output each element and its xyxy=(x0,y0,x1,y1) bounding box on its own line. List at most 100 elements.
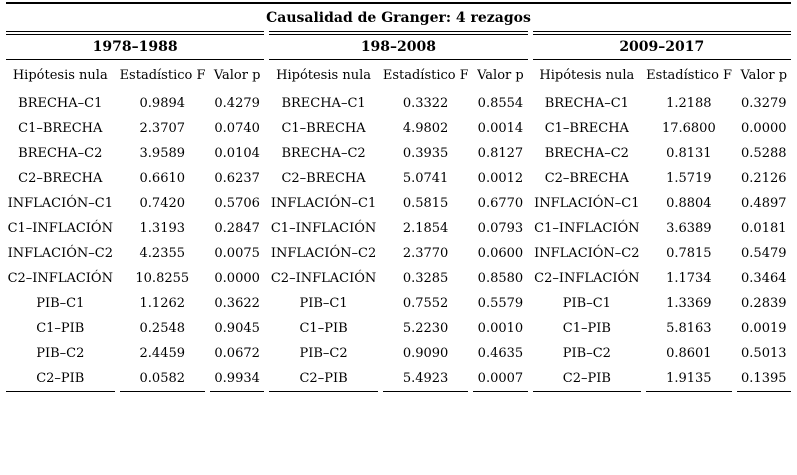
p-value-cell: 0.8127 xyxy=(477,146,524,161)
f-statistic-cell: 1.9135 xyxy=(646,366,732,392)
column-header-f-statistic: Estadístico F xyxy=(382,68,469,83)
p-value-cell: 0.0019 xyxy=(741,321,787,336)
hypothesis-cell: PIB–C1 xyxy=(562,296,611,311)
hypothesis-cell: INFLACIÓN–C1 xyxy=(534,196,640,211)
column-header-null-hypothesis: Hipótesis nula xyxy=(539,68,635,83)
f-statistic-cell: 0.9090 xyxy=(402,346,449,361)
f-statistic-cell: 2.4459 xyxy=(139,346,186,361)
table-title-row: Causalidad de Granger: 4 rezagos xyxy=(6,2,791,31)
f-statistic-cell: 3.6389 xyxy=(666,221,712,236)
p-value-cell: 0.9934 xyxy=(210,366,265,392)
p-value-cell: 0.5013 xyxy=(741,346,787,361)
f-statistic-cell: 1.5719 xyxy=(666,171,712,186)
p-value-cell: 0.2839 xyxy=(741,296,787,311)
f-statistic-cell: 1.2188 xyxy=(666,96,712,111)
f-statistic-cell: 5.2230 xyxy=(402,321,449,336)
p-value-cell: 0.0007 xyxy=(473,366,528,392)
table-row: INFLACIÓN–C1 0.7420 0.5706 INFLACIÓN–C1 0.58… xyxy=(6,191,791,216)
column-header-f-statistic: Estadístico F xyxy=(119,68,205,83)
hypothesis-cell: C1–PIB xyxy=(562,321,611,336)
column-header-p-value: Valor p xyxy=(477,68,524,83)
f-statistic-cell: 2.1854 xyxy=(402,221,449,236)
f-statistic-cell: 0.8131 xyxy=(666,146,712,161)
column-header-p-value: Valor p xyxy=(740,68,788,83)
f-statistic-cell: 5.4923 xyxy=(382,366,469,392)
p-value-cell: 0.0000 xyxy=(214,271,260,286)
p-value-cell: 0.4897 xyxy=(741,196,787,211)
p-value-cell: 0.4635 xyxy=(477,346,524,361)
hypothesis-cell: C2–BRECHA xyxy=(281,171,366,186)
column-header-row: Hipótesis nula Estadístico F Valor p Hip… xyxy=(6,60,791,91)
hypothesis-cell: C1–BRECHA xyxy=(544,121,629,136)
p-value-cell: 0.0181 xyxy=(741,221,787,236)
p-value-cell: 0.0010 xyxy=(477,321,524,336)
hypothesis-cell: BRECHA–C2 xyxy=(544,146,629,161)
table-row: INFLACIÓN–C2 4.2355 0.0075 INFLACIÓN–C2 2.37… xyxy=(6,241,791,266)
hypothesis-cell: PIB–C2 xyxy=(299,346,348,361)
f-statistic-cell: 17.6800 xyxy=(661,121,716,136)
table-row: BRECHA–C1 0.9894 0.4279 BRECHA–C1 0.3322 0.85… xyxy=(6,91,791,116)
p-value-cell: 0.0793 xyxy=(477,221,524,236)
hypothesis-cell: C2–BRECHA xyxy=(544,171,629,186)
p-value-cell: 0.6237 xyxy=(214,171,260,186)
f-statistic-cell: 0.3322 xyxy=(402,96,449,111)
granger-causality-table: Causalidad de Granger: 4 rezagos 1978–19… xyxy=(1,2,796,392)
table-row: PIB–C2 2.4459 0.0672 PIB–C2 0.9090 0.4635 PIB–… xyxy=(6,341,791,366)
hypothesis-cell: BRECHA–C1 xyxy=(544,96,629,111)
p-value-cell: 0.3279 xyxy=(741,96,787,111)
p-value-cell: 0.0740 xyxy=(214,121,260,136)
hypothesis-cell: INFLACIÓN–C2 xyxy=(270,246,377,261)
hypothesis-cell: C2–INFLACIÓN xyxy=(7,271,113,286)
p-value-cell: 0.0672 xyxy=(214,346,260,361)
hypothesis-cell: PIB–C1 xyxy=(36,296,85,311)
f-statistic-cell: 0.6610 xyxy=(139,171,186,186)
hypothesis-cell: C1–INFLACIÓN xyxy=(270,221,377,236)
table-row: C1–BRECHA 2.3707 0.0740 C1–BRECHA 4.9802 0.00… xyxy=(6,116,791,141)
period-header-2: 198–2008 xyxy=(269,31,528,60)
hypothesis-cell: PIB–C2 xyxy=(562,346,611,361)
p-value-cell: 0.3622 xyxy=(214,296,260,311)
hypothesis-cell: C2–PIB xyxy=(532,366,642,392)
f-statistic-cell: 10.8255 xyxy=(135,271,190,286)
hypothesis-cell: BRECHA–C1 xyxy=(281,96,366,111)
column-header-f-statistic: Estadístico F xyxy=(646,68,732,83)
column-header-p-value: Valor p xyxy=(213,68,261,83)
p-value-cell: 0.4279 xyxy=(214,96,260,111)
hypothesis-cell: C1–PIB xyxy=(36,321,85,336)
f-statistic-cell: 3.9589 xyxy=(139,146,186,161)
table-row: C2–PIB 0.0582 0.9934 C2–PIB 5.4923 0.0007 C2–P… xyxy=(6,366,791,392)
f-statistic-cell: 2.3770 xyxy=(402,246,449,261)
p-value-cell: 0.8554 xyxy=(477,96,524,111)
table-row: PIB–C1 1.1262 0.3622 PIB–C1 0.7552 0.5579 PIB–… xyxy=(6,291,791,316)
p-value-cell: 0.0000 xyxy=(741,121,787,136)
hypothesis-cell: C1–BRECHA xyxy=(18,121,103,136)
f-statistic-cell: 0.3285 xyxy=(402,271,449,286)
column-header-null-hypothesis: Hipótesis nula xyxy=(12,68,108,83)
hypothesis-cell: C2–INFLACIÓN xyxy=(534,271,640,286)
table-title: Causalidad de Granger: 4 rezagos xyxy=(6,2,791,31)
f-statistic-cell: 1.3193 xyxy=(139,221,186,236)
hypothesis-cell: BRECHA–C2 xyxy=(18,146,103,161)
table-row: C1–INFLACIÓN 1.3193 0.2847 C1–INFLACIÓN 2.18… xyxy=(6,216,791,241)
hypothesis-cell: INFLACIÓN–C1 xyxy=(7,196,113,211)
f-statistic-cell: 0.7815 xyxy=(666,246,712,261)
hypothesis-cell: C1–BRECHA xyxy=(281,121,366,136)
table-row: BRECHA–C2 3.9589 0.0104 BRECHA–C2 0.3935 0.81… xyxy=(6,141,791,166)
hypothesis-cell: INFLACIÓN–C1 xyxy=(270,196,377,211)
p-value-cell: 0.5706 xyxy=(214,196,260,211)
table-body: BRECHA–C1 0.9894 0.4279 BRECHA–C1 0.3322 0.85… xyxy=(6,91,791,392)
f-statistic-cell: 0.0582 xyxy=(119,366,205,392)
table-row: C1–PIB 0.2548 0.9045 C1–PIB 5.2230 0.0010 C1–P… xyxy=(6,316,791,341)
column-header-null-hypothesis: Hipótesis nula xyxy=(276,68,371,83)
p-value-cell: 0.2847 xyxy=(214,221,260,236)
f-statistic-cell: 4.2355 xyxy=(139,246,186,261)
p-value-cell: 0.5579 xyxy=(477,296,524,311)
f-statistic-cell: 5.0741 xyxy=(402,171,449,186)
f-statistic-cell: 0.2548 xyxy=(139,321,186,336)
f-statistic-cell: 5.8163 xyxy=(666,321,712,336)
f-statistic-cell: 0.8804 xyxy=(666,196,712,211)
hypothesis-cell: C2–PIB xyxy=(269,366,378,392)
f-statistic-cell: 1.1262 xyxy=(139,296,186,311)
hypothesis-cell: C2–PIB xyxy=(6,366,115,392)
period-header-1: 1978–1988 xyxy=(6,31,265,60)
